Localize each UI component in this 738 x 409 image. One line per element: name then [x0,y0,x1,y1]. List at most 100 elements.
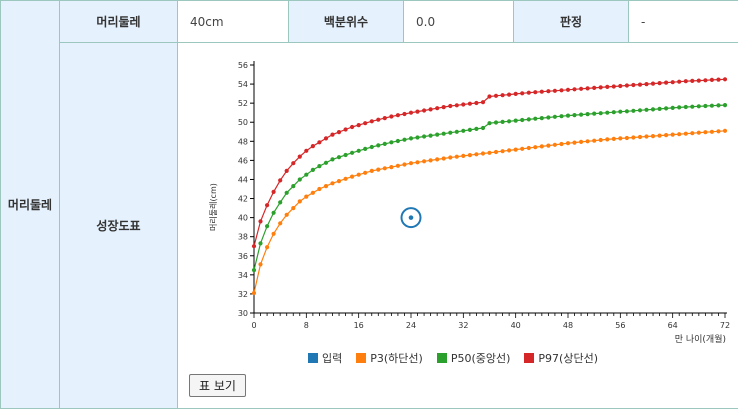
data-point-p3 [317,186,322,192]
head-circumference-label: 머리둘레 [96,15,141,29]
input-point-ring [400,207,422,229]
data-point-p3 [376,167,381,172]
data-point-p97 [408,110,414,115]
data-point-p3 [363,170,368,175]
x-tick-label: 16 [354,321,364,330]
data-point-p3 [422,159,427,164]
legend-label-input: 입력 [322,352,343,365]
data-point-p97 [389,114,394,119]
data-point-p50 [428,133,433,138]
data-point-p97 [356,123,361,128]
data-point-p50 [690,104,695,109]
data-point-p97 [369,119,374,124]
data-point-p50 [435,132,440,137]
data-point-p3 [637,134,643,140]
data-point-p97 [493,93,499,98]
chart-section-header: 성장도표 [60,43,178,409]
y-tick-label: 52 [238,99,248,108]
data-point-p97 [716,77,721,82]
data-point-p3 [552,142,557,147]
data-point-p97 [474,100,479,106]
data-point-p97 [526,90,531,95]
data-point-p50 [461,128,466,133]
data-point-p50 [350,150,355,155]
data-point-p50 [605,110,610,115]
judgement-value: - [641,14,646,29]
data-point-p97 [664,80,669,85]
data-point-p50 [395,138,400,144]
data-point-p3 [448,155,453,160]
data-point-p97 [330,132,335,137]
x-tick-label: 0 [251,321,256,330]
data-point-p97 [644,82,649,87]
y-tick-label: 30 [238,309,248,318]
data-point-p50 [265,224,270,229]
data-point-p50 [722,103,728,108]
data-point-p50 [637,108,643,113]
data-point-p97 [461,102,466,107]
series-line-p3 [253,130,726,294]
data-point-p97 [611,84,616,89]
data-point-p50 [703,103,708,109]
data-point-p97 [258,219,263,224]
data-point-p50 [448,130,453,135]
data-point-p97 [709,77,715,82]
data-point-p50 [526,117,531,122]
data-point-p97 [350,124,355,130]
data-point-p3 [461,153,466,158]
data-point-p97 [559,88,564,93]
data-point-p3 [389,165,394,170]
data-point-p97 [650,81,656,86]
data-point-p97 [251,244,257,249]
data-point-p3 [507,148,512,153]
legend-item-p97: P97(상단선) [524,350,598,366]
y-tick-label: 36 [238,252,248,261]
data-point-p50 [297,177,302,182]
data-point-p97 [533,90,538,95]
data-point-p3 [474,152,479,157]
data-point-p3 [480,151,486,156]
data-point-p97 [598,85,603,90]
field-value-head-circumference: 40cm [178,0,289,43]
data-point-p97 [552,88,557,93]
legend-swatch-p3 [356,353,367,363]
data-point-p3 [467,153,472,158]
data-point-p50 [356,148,361,153]
data-point-p50 [611,110,616,115]
y-tick-label: 44 [238,175,248,184]
field-label-head-circumference: 머리둘레 [60,0,178,43]
data-point-p97 [435,106,440,111]
data-point-p97 [487,94,492,99]
data-point-p3 [395,163,400,168]
data-point-p3 [513,147,518,152]
y-tick-label: 50 [238,118,248,127]
data-point-p3 [265,245,270,250]
data-point-p97 [382,116,387,121]
data-point-p97 [415,109,420,114]
percentile-value: 0.0 [416,14,436,29]
data-point-p50 [644,107,649,112]
x-tick-label: 8 [304,321,309,330]
data-point-p97 [572,87,577,92]
y-tick-label: 40 [238,214,248,223]
legend-label-p50: P50(중앙선) [450,352,511,365]
data-point-p97 [520,91,525,96]
data-point-p3 [356,172,361,177]
field-value-judgement: - [629,0,738,43]
field-value-percentile: 0.0 [404,0,514,43]
data-point-p3 [598,137,603,143]
view-table-button[interactable]: 표 보기 [189,374,246,397]
y-tick-label: 34 [238,271,248,280]
x-tick-label: 48 [563,321,573,330]
data-point-p97 [441,105,446,110]
data-point-p3 [323,184,329,189]
data-point-p50 [291,184,296,189]
data-point-p50 [389,140,394,145]
data-point-p3 [343,176,348,181]
data-point-p50 [422,134,427,139]
data-point-p50 [415,135,420,140]
y-tick-label: 48 [238,137,248,146]
data-point-p97 [317,140,322,145]
data-point-p97 [637,82,643,87]
data-point-p3 [605,137,610,142]
